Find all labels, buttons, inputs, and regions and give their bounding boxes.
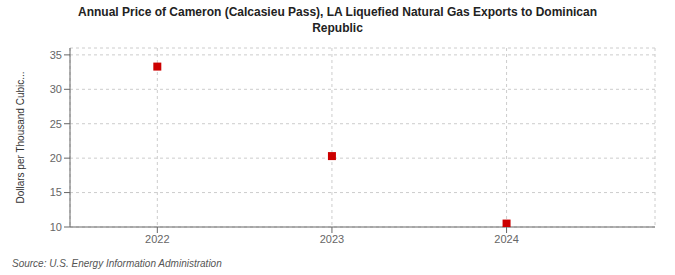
svg-text:25: 25 [50, 118, 62, 130]
html-text:Source: U.S. Energy Informatio: Source: U.S. Energy Information Administ… [12, 258, 222, 269]
svg-text:30: 30 [50, 83, 62, 95]
html-text:Annual Price of Cameron (Calca: Annual Price of Cameron (Calcasieu Pass)… [78, 5, 597, 19]
html-text:Republic: Republic [312, 21, 363, 35]
svg-text:20: 20 [50, 152, 62, 164]
svg-text:15: 15 [50, 186, 62, 198]
svg-text:2024: 2024 [494, 233, 518, 245]
svg-text:2023: 2023 [320, 233, 344, 245]
svg-text:35: 35 [50, 49, 62, 61]
svg-text:10: 10 [50, 221, 62, 233]
svg-text:2022: 2022 [145, 233, 169, 245]
svg-text:Dollars per Thousand Cubic...: Dollars per Thousand Cubic... [15, 71, 26, 203]
